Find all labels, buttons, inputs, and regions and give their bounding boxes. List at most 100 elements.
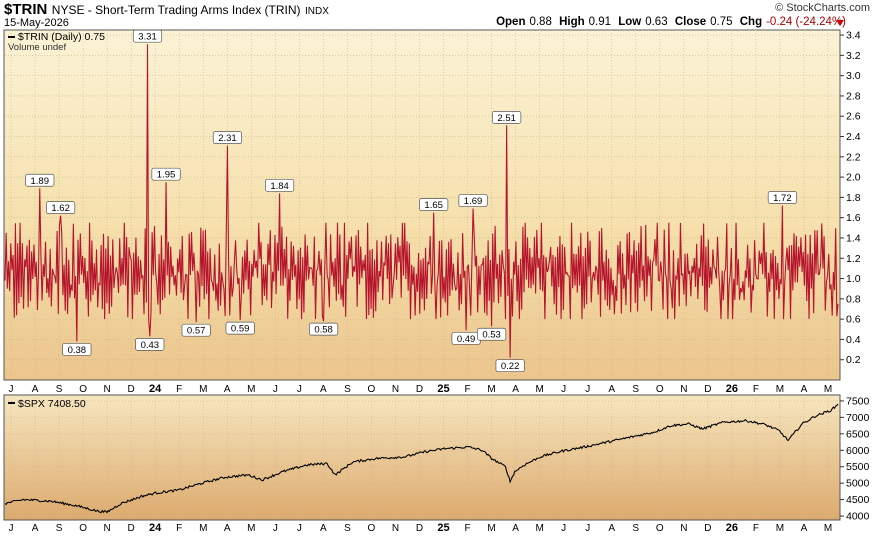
- symbol: $TRIN: [4, 1, 48, 18]
- value-annotation: 0.22: [495, 359, 525, 372]
- x-tick-label: 24: [149, 522, 162, 534]
- value-annotation: 1.95: [151, 167, 181, 181]
- x-tick-label: F: [753, 384, 759, 395]
- y-tick-label: 3.4: [846, 30, 861, 42]
- value-annotation: 0.57: [181, 323, 211, 337]
- x-tick-label: A: [801, 523, 808, 534]
- open-label: Open: [496, 16, 526, 28]
- x-tick-label: F: [753, 523, 759, 534]
- volume-label: Volume undef: [8, 42, 66, 53]
- spx-x-axis: J A S O N D 24 F M A M J J A S O N D 25 F M A M J J A S O N D 26 F M A M: [9, 522, 833, 534]
- spx-gridlines: [5, 395, 838, 520]
- x-tick-label: M: [487, 523, 495, 534]
- x-tick-label: S: [344, 523, 351, 534]
- x-tick-label: M: [824, 384, 832, 395]
- x-tick-label: A: [512, 384, 519, 395]
- x-tick-label: F: [176, 523, 182, 534]
- high-label: High: [559, 16, 585, 28]
- x-tick-label: N: [104, 523, 111, 534]
- x-tick-label: A: [320, 384, 327, 395]
- x-tick-label: F: [176, 384, 182, 395]
- x-tick-label: M: [535, 384, 543, 395]
- low-label: Low: [618, 16, 642, 28]
- value-annotation: 3.31: [132, 29, 163, 43]
- value-annotation: 0.58: [309, 322, 339, 336]
- ohlc-readout: Open 0.88 High 0.91 Low 0.63 Close 0.75 Chg -…: [492, 16, 846, 28]
- annotation-label: 0.58: [314, 325, 333, 336]
- symbol-description: NYSE - Short-Term Trading Arms Index (TR…: [51, 3, 301, 17]
- high-value: 0.91: [588, 16, 612, 28]
- y-tick-label: 2.8: [846, 90, 861, 102]
- y-tick-label: 2.4: [846, 131, 861, 143]
- x-tick-label: M: [199, 523, 207, 534]
- x-tick-label: D: [704, 523, 711, 534]
- y-tick-label: 1.6: [846, 212, 861, 224]
- value-annotation: 0.53: [477, 327, 507, 341]
- annotation-label: 1.89: [31, 176, 50, 187]
- x-tick-label: J: [561, 384, 566, 395]
- trin-legend-label: $TRIN (Daily) 0.75: [18, 31, 105, 43]
- x-tick-label: A: [32, 523, 39, 534]
- value-annotation: 0.43: [135, 338, 165, 351]
- value-annotation: 0.38: [62, 343, 92, 356]
- x-tick-label: D: [128, 384, 135, 395]
- x-tick-label: 26: [726, 383, 738, 395]
- x-tick-label: D: [416, 384, 423, 395]
- x-tick-label: A: [608, 384, 615, 395]
- annotation-label: 2.31: [218, 133, 237, 144]
- value-annotation: 1.69: [458, 194, 488, 207]
- value-annotation: 1.65: [419, 198, 449, 211]
- x-tick-label: D: [416, 523, 423, 534]
- spx-series-line: [4, 403, 839, 514]
- x-tick-label: S: [632, 523, 639, 534]
- annotation-label: 0.59: [231, 324, 250, 335]
- x-tick-label: J: [561, 523, 566, 534]
- x-tick-label: M: [776, 384, 784, 395]
- annotation-label: 0.57: [187, 326, 206, 337]
- y-tick-label: 0.2: [846, 354, 861, 366]
- trin-x-axis: J A S O N D 24 F M A M J J A S O N D 25 F M A M J J A S O N D 26 F M A M: [9, 383, 833, 395]
- x-tick-label: O: [656, 384, 664, 395]
- value-annotation: 0.49: [451, 331, 481, 345]
- trin-annotations: 1.89 1.62 0.38 3.31 0.43 1.95 0.57 2.31 0.59 1.84…: [25, 29, 797, 372]
- y-tick-label: 1.0: [846, 273, 861, 285]
- y-tick-label: 5000: [846, 478, 870, 490]
- annotation-label: 3.31: [138, 32, 157, 43]
- x-tick-label: J: [585, 523, 590, 534]
- x-tick-label: O: [79, 523, 87, 534]
- y-tick-label: 7500: [846, 395, 870, 407]
- y-tick-label: 1.8: [846, 192, 861, 204]
- x-tick-label: A: [801, 384, 808, 395]
- y-tick-label: 0.4: [846, 334, 861, 346]
- x-tick-label: D: [704, 384, 711, 395]
- chart-date: 15-May-2026: [4, 17, 69, 29]
- x-tick-label: N: [680, 384, 687, 395]
- x-tick-label: A: [320, 523, 327, 534]
- x-tick-label: F: [465, 523, 471, 534]
- x-tick-label: S: [56, 523, 63, 534]
- x-tick-label: N: [392, 523, 399, 534]
- spx-y-axis: 4000 4500 5000 5500 6000 6500 7000 7500: [840, 395, 870, 523]
- annotation-label: 0.22: [501, 361, 520, 372]
- x-tick-label: O: [656, 523, 664, 534]
- x-tick-label: M: [247, 523, 255, 534]
- y-tick-label: 2.0: [846, 172, 861, 184]
- x-tick-label: 25: [437, 383, 449, 395]
- x-tick-label: O: [79, 384, 87, 395]
- x-tick-label: M: [247, 384, 255, 395]
- annotation-label: 1.69: [464, 196, 483, 207]
- annotation-label: 1.95: [157, 170, 176, 181]
- value-annotation: 1.84: [265, 178, 295, 192]
- x-tick-label: 24: [149, 383, 162, 395]
- annotation-label: 0.43: [141, 340, 160, 351]
- x-tick-label: M: [535, 523, 543, 534]
- low-value: 0.63: [645, 16, 668, 28]
- value-annotation: 1.62: [46, 201, 76, 214]
- x-tick-label: J: [9, 523, 14, 534]
- y-tick-label: 2.2: [846, 151, 861, 163]
- x-tick-label: M: [199, 384, 207, 395]
- x-tick-label: J: [273, 384, 278, 395]
- down-arrow-icon: [836, 20, 844, 26]
- x-tick-label: M: [776, 523, 784, 534]
